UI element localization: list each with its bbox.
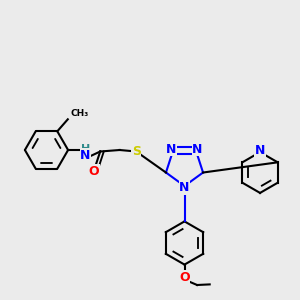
Text: S: S bbox=[132, 145, 141, 158]
Text: N: N bbox=[179, 181, 190, 194]
Text: O: O bbox=[88, 165, 99, 178]
Text: O: O bbox=[179, 271, 190, 284]
Text: CH₃: CH₃ bbox=[71, 109, 89, 118]
Text: N: N bbox=[255, 144, 265, 157]
Text: N: N bbox=[167, 143, 177, 156]
Text: N: N bbox=[80, 149, 91, 162]
Text: N: N bbox=[192, 143, 203, 156]
Text: H: H bbox=[81, 143, 90, 154]
